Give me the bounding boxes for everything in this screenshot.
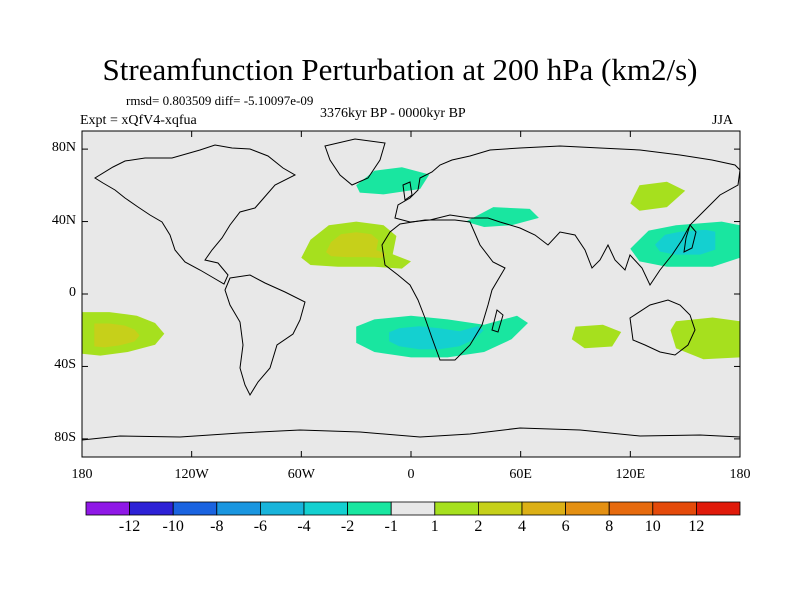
- coastline-greenland: [324, 138, 386, 186]
- anomaly-indian-ocean-positive-level-1: [571, 324, 622, 349]
- colorbar-label: -6: [253, 518, 268, 535]
- colorbar-swatch: [259, 501, 305, 516]
- anomaly-north-atlantic-positive-level-2: [326, 232, 387, 258]
- experiment-text: Expt = xQfV4-xqfua: [80, 113, 197, 128]
- colorbar-label: 8: [605, 518, 614, 535]
- colorbar-swatch: [216, 501, 261, 516]
- coastline-north-america: [94, 144, 297, 285]
- colorbar-swatch: [608, 501, 654, 516]
- x-tick-label: 180: [71, 467, 93, 482]
- x-tick-label: 120E: [615, 467, 646, 482]
- colorbar-swatch: [521, 501, 566, 516]
- colorbar-label: -8: [210, 518, 224, 535]
- colorbar-swatch: [85, 501, 130, 516]
- anomaly-mediterranean-negative-level--1: [465, 207, 539, 227]
- season-text: JJA: [712, 113, 734, 128]
- colorbar-swatch: [696, 501, 741, 516]
- coastline-layer: [82, 138, 740, 441]
- tick-marks: [81, 131, 741, 457]
- colorbar-swatch: [347, 501, 392, 516]
- colorbar-label: -2: [340, 518, 355, 535]
- colorbar-swatch: [172, 501, 218, 516]
- x-tick-label: 60W: [287, 467, 315, 482]
- coastline-antarctica: [82, 427, 740, 441]
- colorbar-label: 12: [688, 518, 705, 535]
- stats-text: rmsd= 0.803509 diff= -5.10097e-09: [126, 93, 314, 108]
- x-tick-label: 180: [729, 467, 751, 482]
- colorbar-swatch: [652, 501, 697, 516]
- coastline-madagascar: [491, 309, 504, 333]
- anomaly-south-atlantic-negative-level--2: [389, 326, 484, 350]
- colorbar-swatch: [129, 501, 174, 516]
- colorbar-label: -12: [118, 518, 141, 535]
- colorbar-label: -4: [297, 518, 311, 535]
- coastline-eurasia: [394, 145, 740, 287]
- y-tick-label: 40N: [51, 212, 76, 228]
- x-tick-label: 60E: [509, 467, 532, 482]
- anomaly-north-pacific-positive-level-2: [94, 323, 140, 348]
- y-tick-label: 80N: [51, 140, 76, 156]
- colorbar-label: 10: [644, 518, 661, 535]
- colorbar-label: -10: [162, 518, 184, 535]
- colorbar-swatch: [565, 501, 610, 516]
- period-text: 3376kyr BP - 0000kyr BP: [320, 106, 466, 121]
- coastline-africa: [381, 219, 506, 361]
- y-tick-label: 0: [69, 285, 76, 300]
- coastline-uk: [402, 181, 413, 201]
- colorbar-swatch: [477, 501, 523, 516]
- x-tick-label: 120W: [174, 467, 209, 482]
- map-title: Streamfunction Perturbation at 200 hPa (…: [102, 52, 698, 87]
- coastline-south-america: [224, 274, 306, 397]
- x-tick-label: 0: [407, 467, 415, 482]
- colorbar: [85, 501, 741, 516]
- y-tick-label: 80S: [54, 429, 76, 445]
- colorbar-label: 1: [430, 518, 439, 535]
- coastline-australia: [629, 299, 696, 356]
- coastline-japan: [683, 223, 697, 253]
- anomaly-siberia-positive-level-1: [630, 181, 686, 211]
- colorbar-swatch: [434, 501, 479, 516]
- colorbar-swatch: [390, 501, 436, 516]
- colorbar-label: 6: [561, 518, 570, 535]
- anomaly-south-pacific-east-positive-level-1: [670, 317, 740, 360]
- colorbar-label: -1: [384, 518, 398, 535]
- colorbar-swatch: [303, 501, 348, 516]
- colorbar-label: 4: [518, 518, 526, 535]
- y-tick-label: 40S: [54, 357, 76, 373]
- colorbar-label: 2: [474, 518, 483, 535]
